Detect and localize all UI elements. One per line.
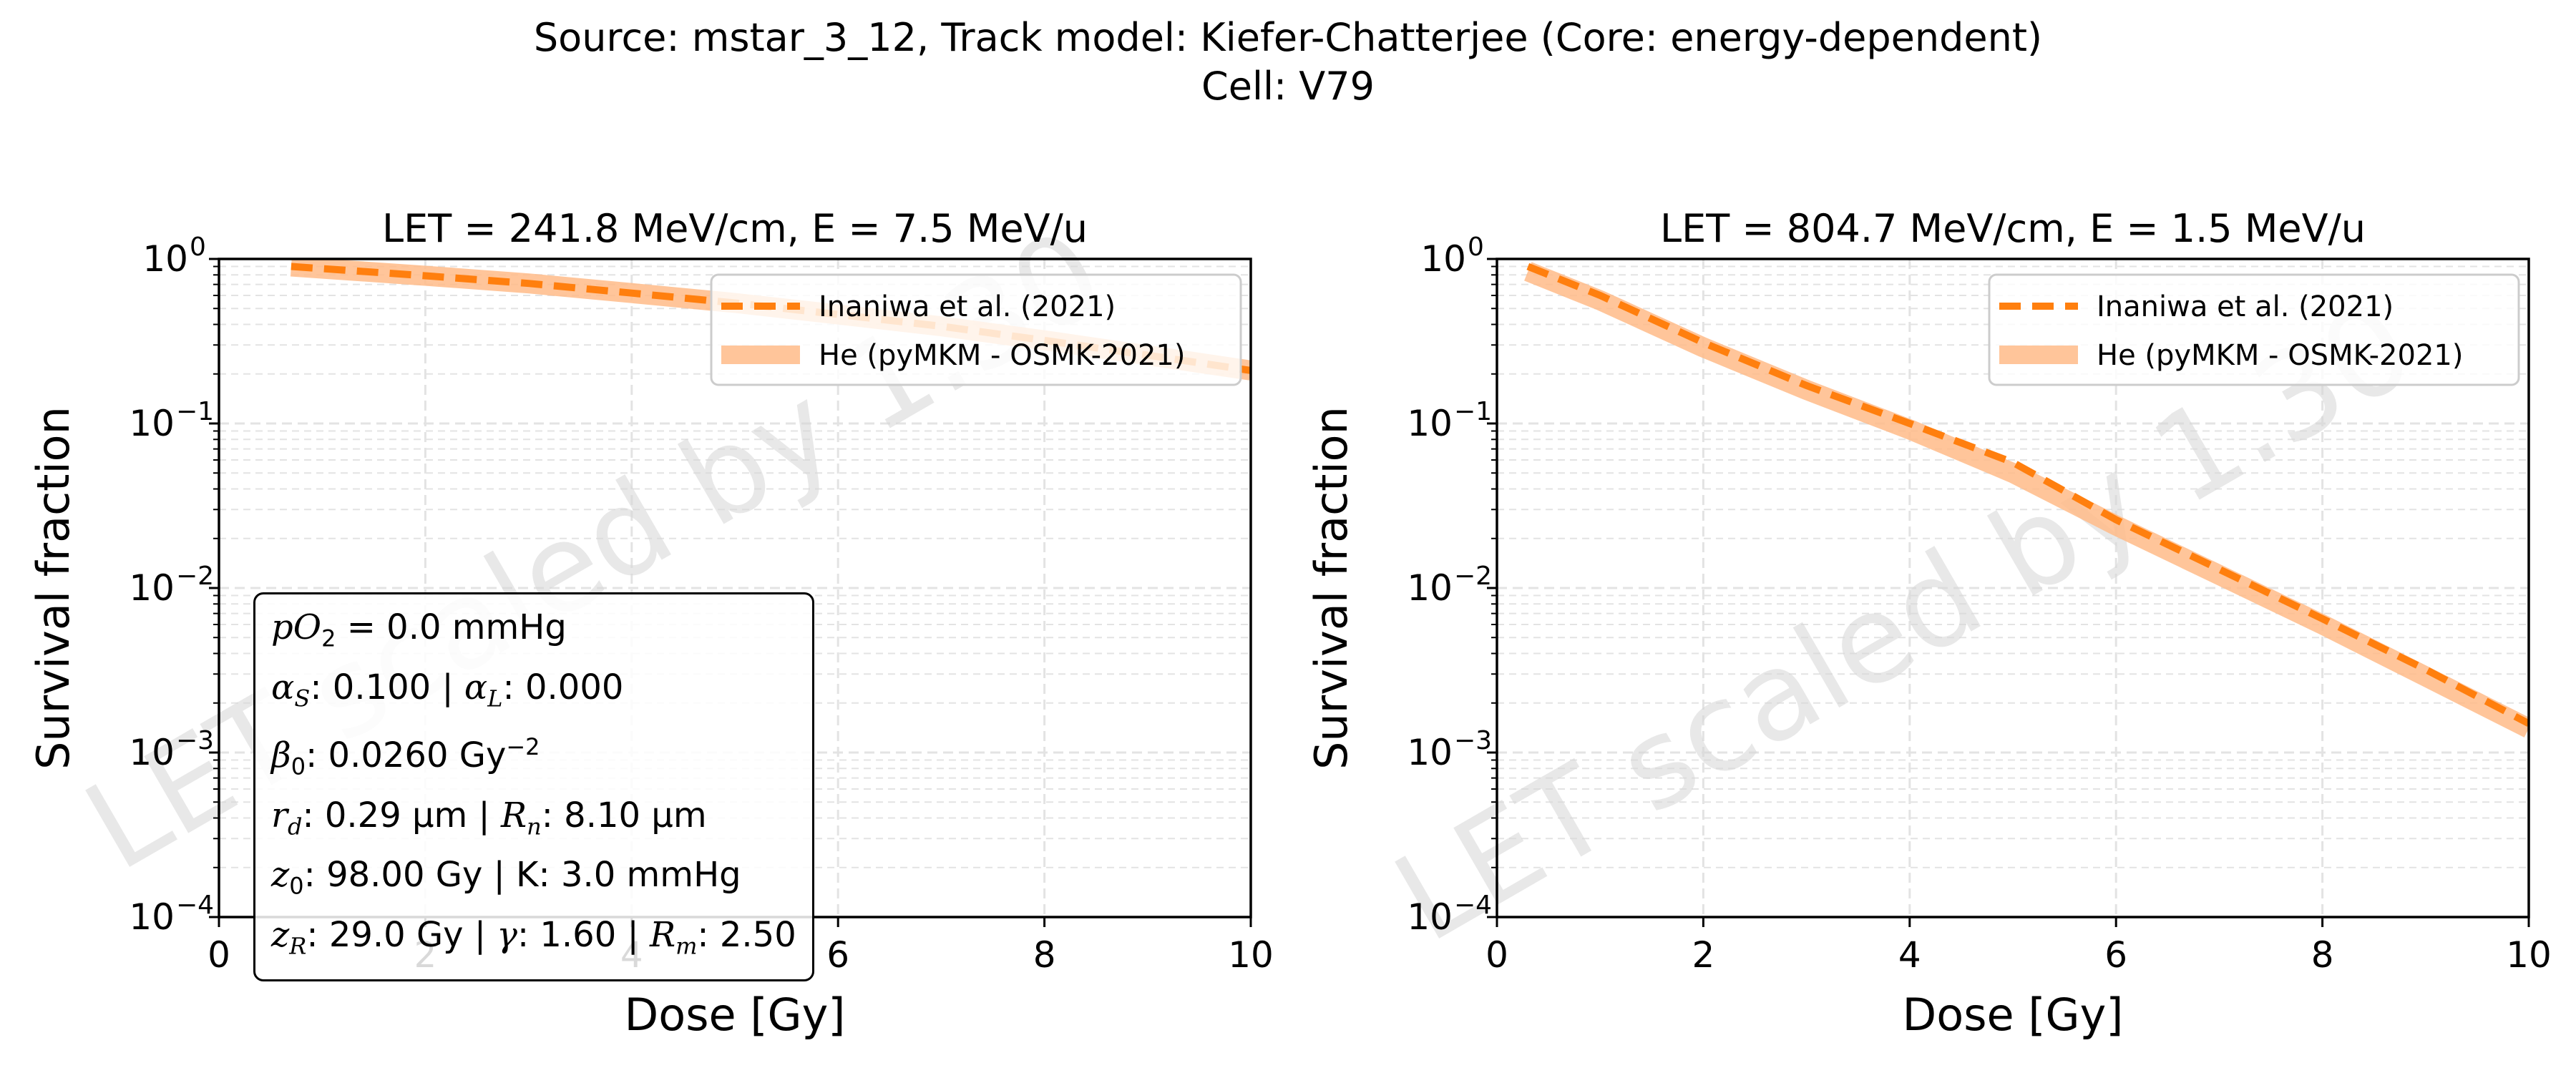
parameter-info-box: pO2 = 0.0 mmHg αS: 0.100 | αL: 0.000 β0:…	[253, 592, 814, 981]
figure-subtitle: Cell: V79	[1201, 64, 1375, 109]
y-tick-exponent: −1	[1454, 397, 1492, 426]
legend-label: Inaniwa et al. (2021)	[819, 290, 1116, 323]
y-tick-exponent: −4	[1454, 891, 1492, 920]
y-tick-label: 10	[129, 732, 175, 773]
y-tick-label: 10	[1407, 403, 1453, 444]
legend-frame	[710, 273, 1242, 386]
x-tick-label: 6	[826, 934, 849, 976]
legend: Inaniwa et al. (2021) He (pyMKM - OSMK-20…	[710, 273, 1242, 386]
info-po2: pO2 = 0.0 mmHg	[271, 607, 567, 652]
y-tick-exponent: −1	[176, 397, 214, 426]
x-tick-label: 10	[1228, 934, 1274, 976]
figure-title: Source: mstar_3_12, Track model: Kiefer-…	[533, 15, 2043, 60]
x-tick-label: 0	[208, 934, 230, 976]
y-tick-label: 10	[142, 238, 188, 280]
y-axis-title: Survival fraction	[27, 406, 79, 770]
y-tick-exponent: 0	[190, 232, 206, 262]
info-zr: zR: 29.0 Gy | γ: 1.60 | Rm: 2.50	[271, 914, 796, 960]
legend-label: He (pyMKM - OSMK-2021)	[819, 339, 1185, 372]
y-tick-label: 10	[129, 403, 175, 444]
y-axis-title: Survival fraction	[1305, 406, 1357, 770]
y-tick-label: 10	[1420, 238, 1466, 280]
x-tick-label: 2	[1692, 934, 1714, 976]
x-tick-label: 10	[2506, 934, 2552, 976]
panel-title: LET = 804.7 MeV/cm, E = 1.5 MeV/u	[1660, 206, 2366, 251]
y-tick-label: 10	[129, 567, 175, 609]
legend: Inaniwa et al. (2021) He (pyMKM - OSMK-20…	[1988, 273, 2520, 386]
info-beta: β0: 0.0260 Gy−2	[271, 733, 540, 780]
x-tick-label: 0	[1485, 934, 1508, 976]
series-line-inaniwa	[1526, 263, 2529, 727]
y-tick-label: 10	[1407, 896, 1453, 938]
info-radii: rd: 0.29 μm | Rn: 8.10 μm	[271, 795, 707, 841]
x-tick-label: 8	[2311, 934, 2334, 976]
series-line-he	[1524, 262, 2529, 738]
y-tick-exponent: −3	[1454, 726, 1492, 755]
y-tick-exponent: −3	[176, 726, 214, 755]
x-tick-label: 6	[2104, 934, 2127, 976]
y-tick-exponent: −2	[176, 562, 214, 591]
panel-title: LET = 241.8 MeV/cm, E = 7.5 MeV/u	[382, 206, 1088, 251]
info-z0: z0: 98.00 Gy | K: 3.0 mmHg	[271, 855, 741, 900]
x-axis-title: Dose [Gy]	[625, 989, 846, 1041]
x-tick-label: 4	[1898, 934, 1921, 976]
y-tick-exponent: −2	[1454, 562, 1492, 591]
y-tick-label: 10	[1407, 567, 1453, 609]
y-tick-exponent: −4	[176, 891, 214, 920]
legend-label: Inaniwa et al. (2021)	[2097, 290, 2394, 323]
info-alpha: αS: 0.100 | αL: 0.000	[271, 667, 624, 712]
y-tick-exponent: 0	[1468, 232, 1484, 262]
y-tick-label: 10	[129, 896, 175, 938]
legend-label: He (pyMKM - OSMK-2021)	[2097, 339, 2463, 372]
y-tick-label: 10	[1407, 732, 1453, 773]
x-axis-title: Dose [Gy]	[1903, 989, 2124, 1041]
legend-frame	[1988, 273, 2520, 386]
x-tick-label: 8	[1033, 934, 1056, 976]
